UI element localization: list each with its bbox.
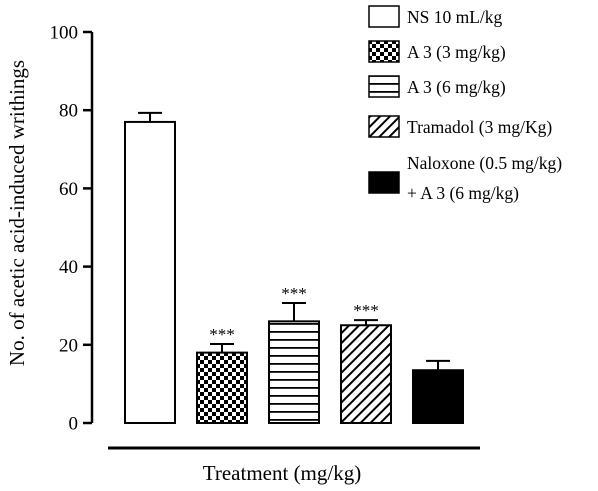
bar xyxy=(268,320,320,424)
y-tick-label: 100 xyxy=(50,23,79,44)
bars-group: *** *** *** xyxy=(124,111,464,425)
legend-label: A 3 (3 mg/kg) xyxy=(407,42,506,62)
y-tick-label: 80 xyxy=(59,101,78,122)
legend-swatch xyxy=(368,171,400,194)
legend-swatch xyxy=(368,75,400,98)
y-axis-title: No. of acetic acid-induced writhings xyxy=(5,60,29,366)
y-axis: 0 20 40 60 80 100 xyxy=(50,23,94,435)
legend-label: NS 10 mL/kg xyxy=(407,7,503,27)
bar xyxy=(340,324,392,424)
legend-label: Tramadol (3 mg/Kg) xyxy=(407,117,552,137)
legend-item: A 3 (6 mg/kg) xyxy=(368,75,506,98)
bar xyxy=(412,369,464,424)
legend-swatch xyxy=(368,115,400,138)
legend-item: A 3 (3 mg/kg) xyxy=(368,40,506,63)
significance-label: *** xyxy=(209,325,235,344)
legend-label: Naloxone (0.5 mg/kg) xyxy=(407,153,562,173)
y-tick-label: 0 xyxy=(69,414,79,435)
bar xyxy=(124,120,176,425)
legend-swatch xyxy=(368,5,400,28)
significance-label: *** xyxy=(281,284,307,303)
legend: NS 10 mL/kg A 3 (3 mg/kg) A 3 (6 mg/kg) Tra… xyxy=(368,5,562,203)
significance-label: *** xyxy=(353,301,379,320)
legend-item: NS 10 mL/kg xyxy=(368,5,503,28)
legend-item: Tramadol (3 mg/Kg) xyxy=(368,115,552,138)
legend-label: A 3 (6 mg/kg) xyxy=(407,77,506,97)
legend-swatch xyxy=(368,40,400,63)
legend-item: Naloxone (0.5 mg/kg) + A 3 (6 mg/kg) xyxy=(368,153,562,203)
legend-label: + A 3 (6 mg/kg) xyxy=(407,183,519,203)
y-tick-label: 40 xyxy=(59,257,78,278)
y-tick-label: 20 xyxy=(59,335,78,356)
x-axis-title: Treatment (mg/kg) xyxy=(203,461,361,485)
y-tick-label: 60 xyxy=(59,179,78,200)
bar xyxy=(196,351,248,424)
